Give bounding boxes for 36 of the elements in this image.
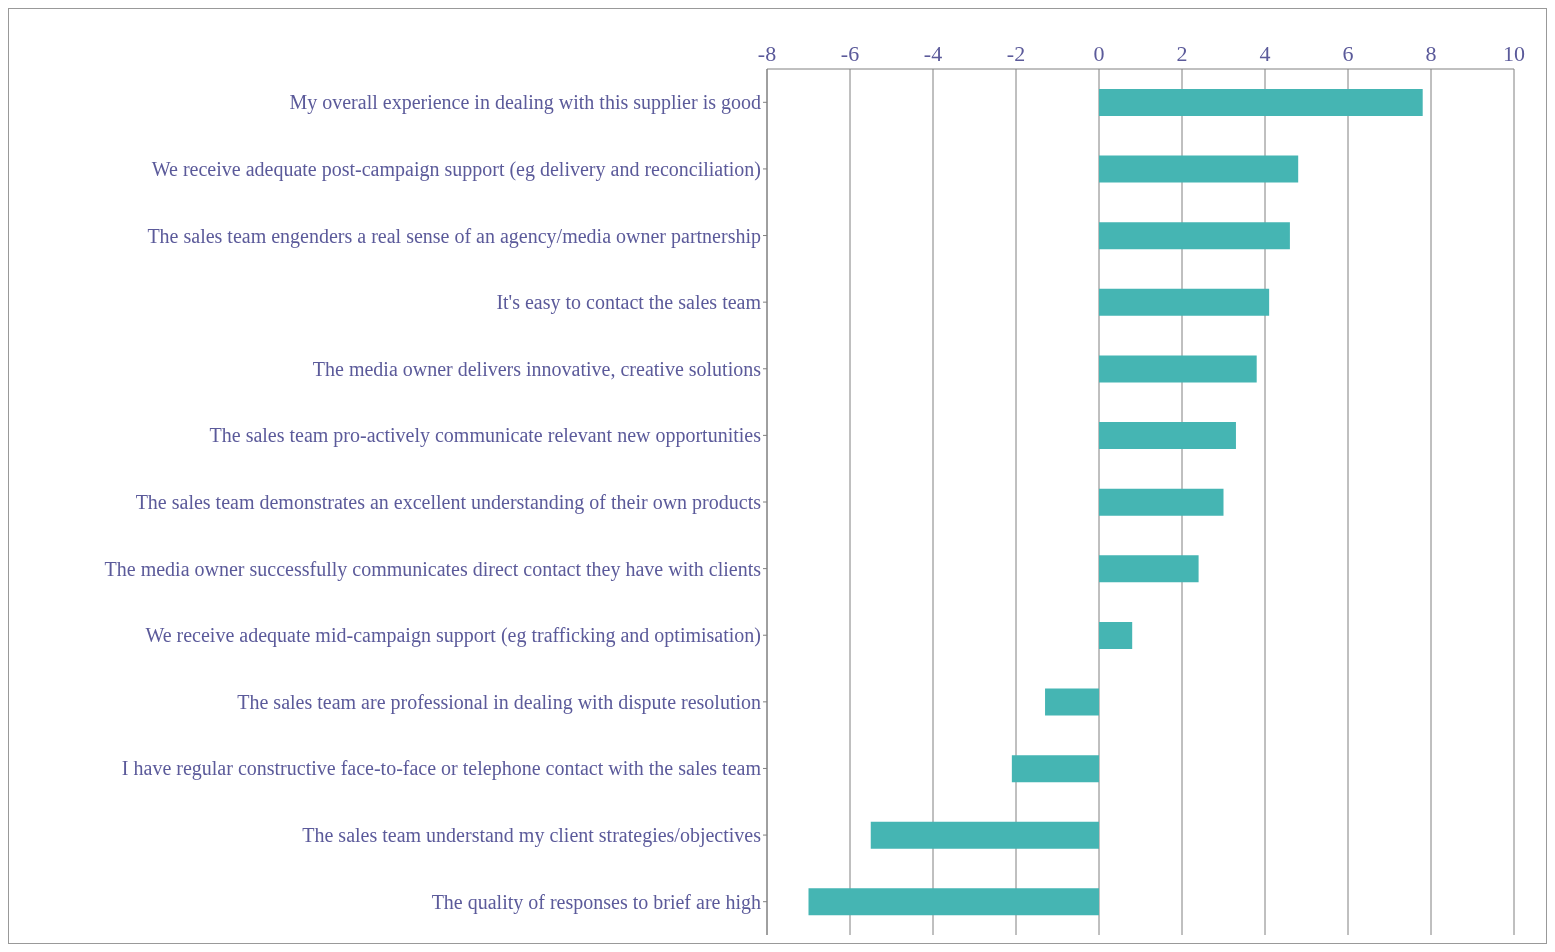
bar (1099, 155, 1299, 183)
x-tick-label: 0 (1093, 41, 1105, 66)
y-tick-label: I have regular constructive face-to-face or telephone contact with the sales team (121, 757, 762, 781)
bar (1099, 621, 1133, 649)
y-tick-label: The sales team pro-actively communicate relevant new opportunities (209, 424, 762, 448)
y-tick-label: It's easy to contact the sales team (496, 291, 762, 315)
y-tick-label: The sales team demonstrates an excellent understanding of their own products (135, 491, 762, 514)
y-tick-label: The sales team understand my client strategies/objectives (302, 824, 762, 848)
bar (1099, 555, 1199, 583)
y-tick-label: The media owner delivers innovative, creative solutions (312, 357, 762, 380)
x-tick-label: 4 (1259, 41, 1271, 66)
y-tick-label: The sales team are professional in dealing with dispute resolution (237, 690, 761, 714)
bar (870, 821, 1099, 849)
y-tick-label: We receive adequate post-campaign support (eg delivery and reconciliation) (151, 157, 761, 181)
bar (1045, 688, 1099, 716)
y-tick-label: The media owner successfully communicates direct contact they have with clients (104, 557, 762, 581)
bar (1099, 488, 1224, 516)
x-tick-label: 8 (1425, 41, 1437, 66)
bar (1099, 88, 1423, 116)
y-tick-label: My overall experience in dealing with this supplier is good (289, 91, 761, 115)
x-tick-label: -6 (840, 41, 860, 66)
x-tick-label: 6 (1342, 41, 1354, 66)
bar (808, 888, 1099, 916)
y-tick-label: The sales team engenders a real sense of an agency/media owner partnership (147, 224, 761, 248)
bar (1011, 755, 1099, 783)
y-tick-label: The quality of responses to brief are high (431, 890, 761, 914)
x-tick-label: 2 (1176, 41, 1188, 66)
bar (1099, 422, 1236, 450)
bar (1099, 222, 1290, 250)
x-tick-label: -2 (1006, 41, 1026, 66)
bar (1099, 355, 1257, 383)
y-tick-label: We receive adequate mid-campaign support (eg trafficking and optimisation) (145, 624, 761, 648)
x-tick-label: -8 (757, 41, 777, 66)
x-tick-label: 10 (1503, 41, 1525, 66)
bar (1099, 288, 1270, 316)
x-tick-label: -4 (923, 41, 943, 66)
